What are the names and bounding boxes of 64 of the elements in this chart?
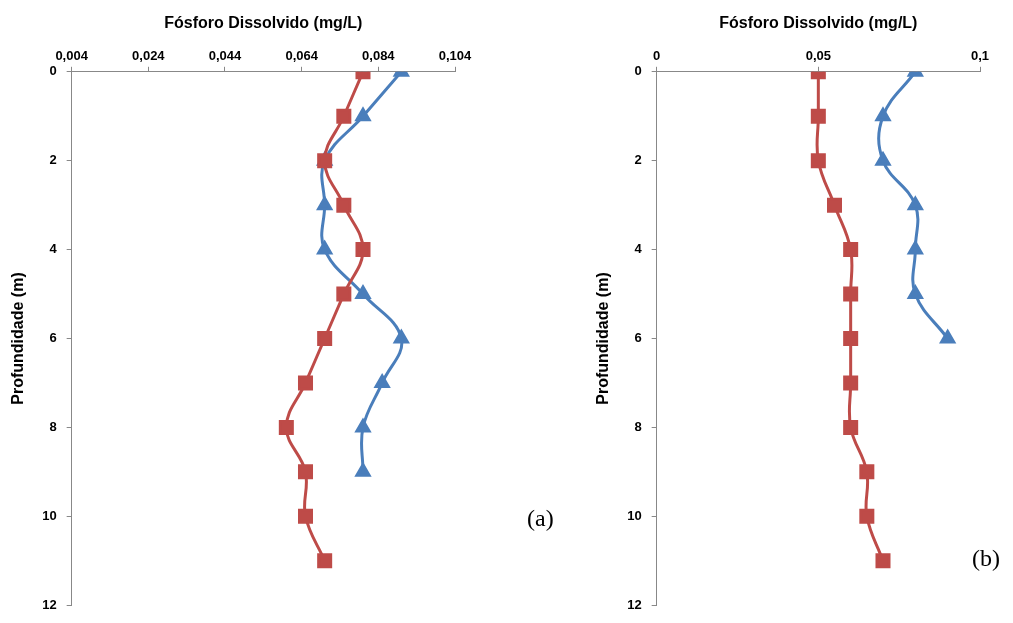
x-tick-label: 0,1 xyxy=(970,47,990,63)
point xyxy=(355,242,371,258)
point xyxy=(907,241,923,255)
point xyxy=(317,196,333,211)
text: (a) xyxy=(527,505,554,532)
point xyxy=(875,107,891,122)
y-axis-title: Profundidade (m) xyxy=(594,272,612,405)
point xyxy=(843,375,859,391)
x-tick-label: 0 xyxy=(653,47,661,63)
y-tick-label: 2 xyxy=(49,152,57,168)
y-tick-label: 12 xyxy=(627,596,642,612)
y-tick-label: 4 xyxy=(634,241,643,257)
y-tick-label: 8 xyxy=(634,418,642,434)
point xyxy=(278,419,294,435)
x-tick-label: 0,05 xyxy=(805,47,831,63)
x-tick-label: 0,104 xyxy=(438,47,473,63)
point xyxy=(826,197,843,213)
point xyxy=(336,108,352,124)
point xyxy=(843,286,859,302)
point xyxy=(843,330,859,347)
y-tick-label: 6 xyxy=(49,330,57,346)
point xyxy=(907,285,923,300)
y-tick-label: 6 xyxy=(634,330,642,346)
x-tick-label: 0,064 xyxy=(285,47,319,63)
point xyxy=(843,419,859,435)
point xyxy=(875,553,891,569)
point xyxy=(355,418,371,433)
x-tick-label: 0,024 xyxy=(132,47,166,63)
point xyxy=(355,107,371,122)
y-tick-label: 12 xyxy=(42,596,57,612)
point xyxy=(810,108,826,124)
point xyxy=(355,463,371,477)
point xyxy=(317,330,333,347)
x-tick-label: 0,004 xyxy=(55,47,89,63)
y-tick-label: 10 xyxy=(42,507,57,523)
point xyxy=(810,153,826,169)
point xyxy=(297,508,314,524)
point xyxy=(317,241,333,255)
point xyxy=(843,242,859,258)
point xyxy=(317,553,333,569)
y-tick-label: 2 xyxy=(634,152,642,168)
point xyxy=(336,286,352,302)
point xyxy=(297,464,314,480)
point xyxy=(393,330,409,344)
point xyxy=(875,152,891,166)
x-axis-title: Fósforo Dissolvido (mg/L) xyxy=(164,14,363,32)
point xyxy=(940,330,956,344)
point xyxy=(336,197,352,213)
y-tick-label: 4 xyxy=(49,241,58,257)
point xyxy=(907,196,923,211)
x-tick-label: 0,084 xyxy=(362,47,396,63)
y-tick-label: 0 xyxy=(49,63,57,79)
x-axis-title: Fósforo Dissolvido (mg/L) xyxy=(719,14,918,32)
y-axis-title: Profundidade (m) xyxy=(9,272,27,405)
point xyxy=(859,464,875,480)
y-tick-label: 10 xyxy=(627,507,642,523)
y-tick-label: 0 xyxy=(634,63,642,79)
point xyxy=(355,285,371,300)
point xyxy=(374,374,390,388)
point xyxy=(297,375,314,391)
x-tick-label: 0,044 xyxy=(208,47,243,63)
y-tick-label: 8 xyxy=(49,418,57,434)
annotation: (b) xyxy=(972,545,1000,572)
point xyxy=(859,508,875,524)
